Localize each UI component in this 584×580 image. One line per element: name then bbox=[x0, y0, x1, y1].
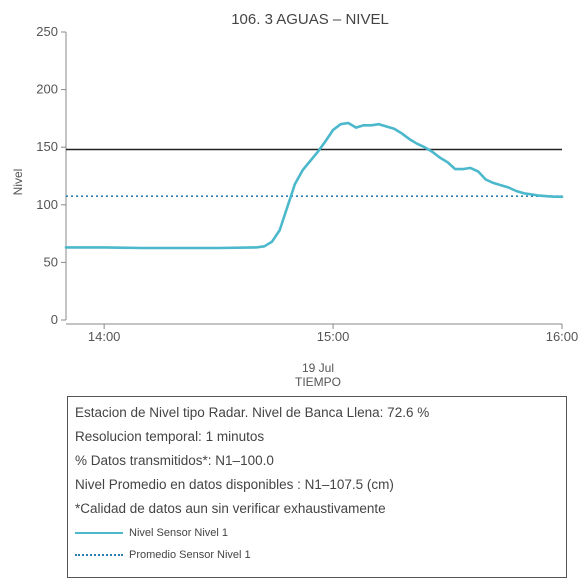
x-axis-label: TIEMPO bbox=[295, 375, 341, 389]
info-line-resolution: Resolucion temporal: 1 minutos bbox=[75, 429, 265, 444]
y-tick-label: 200 bbox=[36, 82, 58, 97]
info-line-quality-note: *Calidad de datos aun sin verificar exha… bbox=[75, 501, 386, 516]
chart-title: 106. 3 AGUAS – NIVEL bbox=[231, 11, 389, 28]
x-tick-label: 14:00 bbox=[88, 329, 121, 344]
legend-label: Promedio Sensor Nivel 1 bbox=[129, 549, 251, 561]
y-tick-label: 50 bbox=[44, 254, 58, 269]
level-series-line bbox=[64, 121, 564, 250]
info-box: Estacion de Nivel tipo Radar. Nivel de B… bbox=[67, 396, 567, 578]
legend-item-level: Nivel Sensor Nivel 1 bbox=[75, 525, 228, 541]
x-tick-label: 16:00 bbox=[546, 329, 579, 344]
y-tick-label: 100 bbox=[36, 197, 58, 212]
x-axis: 14:00 15:00 16:00 bbox=[66, 323, 579, 344]
level-chart: 106. 3 AGUAS – NIVEL 0 50 100 150 200 250 14:… bbox=[11, 11, 579, 389]
info-line-transmitted: % Datos transmitidos*: N1–100.0 bbox=[75, 453, 274, 468]
legend-item-average: Promedio Sensor Nivel 1 bbox=[75, 547, 251, 563]
y-axis: 0 50 100 150 200 250 bbox=[36, 24, 67, 327]
legend-swatch-dotted bbox=[75, 554, 123, 556]
x-axis-date-label: 19 Jul bbox=[302, 361, 334, 375]
info-line-station: Estacion de Nivel tipo Radar. Nivel de B… bbox=[75, 405, 430, 420]
y-axis-label: Nivel bbox=[11, 169, 25, 196]
y-tick-label: 0 bbox=[51, 312, 58, 327]
legend-label: Nivel Sensor Nivel 1 bbox=[129, 527, 229, 539]
y-tick-label: 150 bbox=[36, 139, 58, 154]
legend-swatch-solid bbox=[75, 532, 123, 534]
x-tick-label: 15:00 bbox=[317, 329, 350, 344]
y-tick-label: 250 bbox=[36, 24, 58, 39]
info-line-average: Nivel Promedio en datos disponibles : N1… bbox=[75, 477, 394, 492]
